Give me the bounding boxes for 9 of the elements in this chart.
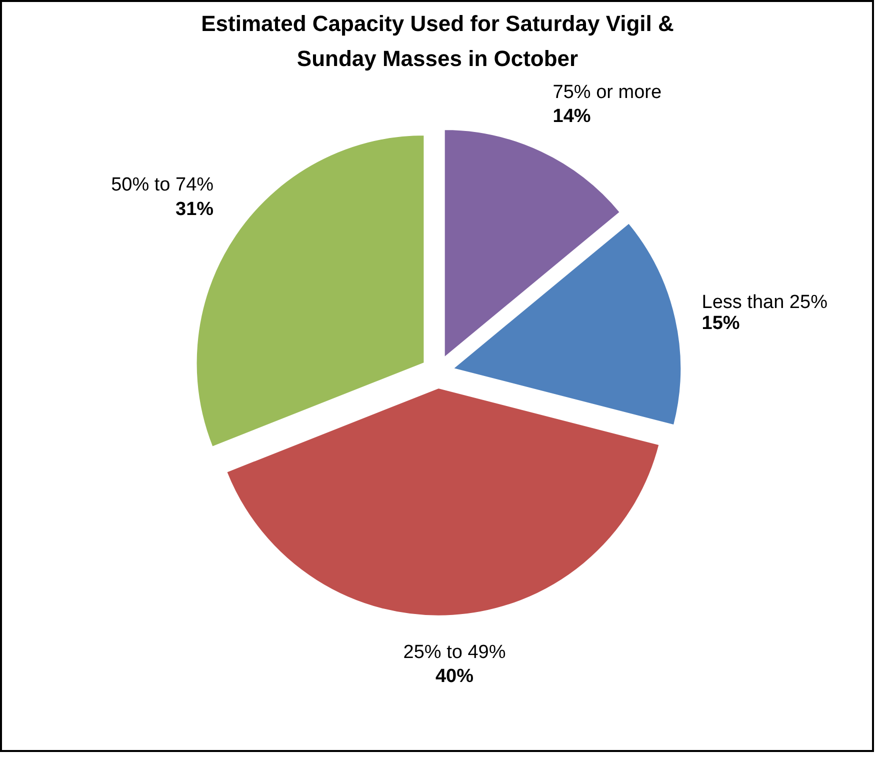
slice-label: 50% to 74% bbox=[111, 174, 214, 196]
data-label: 40% bbox=[435, 666, 474, 688]
data-label: 15% bbox=[702, 312, 740, 334]
slice-label: 75% or more bbox=[552, 82, 662, 103]
data-label: 14% bbox=[552, 106, 591, 128]
chart-title: Estimated Capacity Used for Saturday Vigil & Sunday Masses in October bbox=[201, 11, 674, 71]
slice-label: Less than 25% bbox=[702, 292, 828, 313]
slice-label: 25% to 49% bbox=[403, 642, 506, 664]
data-label: 31% bbox=[176, 198, 214, 220]
